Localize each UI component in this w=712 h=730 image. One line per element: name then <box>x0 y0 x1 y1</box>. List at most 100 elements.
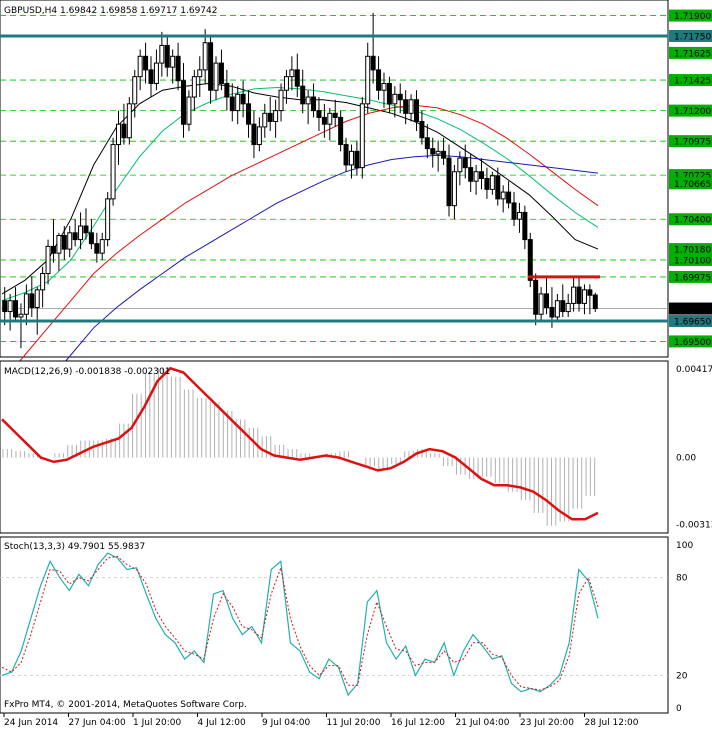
moving-average-line <box>1 82 599 295</box>
candle-body <box>533 279 539 315</box>
candle-body <box>376 69 382 91</box>
time-tick-label: 1 Jul 20:00 <box>133 718 182 728</box>
candle-body <box>581 289 587 304</box>
candle-body <box>413 99 419 122</box>
candle-body <box>451 171 457 207</box>
candle-body <box>224 82 230 98</box>
candle-body <box>403 99 409 114</box>
candle-body <box>473 171 479 182</box>
candle-body <box>83 225 89 234</box>
stochastic-panel-frame <box>0 536 669 714</box>
candle-body <box>61 235 67 250</box>
time-tick-label: 4 Jul 12:00 <box>198 718 247 728</box>
price-tag <box>669 335 712 348</box>
stochastic-tick-label: 100 <box>676 541 693 551</box>
candle-body <box>408 99 414 114</box>
candle-body <box>538 293 544 315</box>
price-tag <box>669 243 712 256</box>
candle-body <box>164 44 170 68</box>
candle-body <box>479 171 485 179</box>
stochastic-main-line <box>1 552 599 697</box>
price-tick-label: 1.71625 <box>674 49 711 59</box>
candle-body <box>191 76 197 98</box>
candle-body <box>462 157 468 169</box>
stochastic-panel[interactable]: 100 80 20 0 Stoch(13,3,3) 49.7901 55.9837 F… <box>0 536 693 714</box>
price-tag-label: 1.69742 <box>674 305 711 315</box>
candle-body <box>115 123 121 146</box>
candle-body <box>186 96 192 125</box>
candle-body <box>500 191 506 200</box>
time-tick-label: 9 Jul 04:00 <box>262 718 311 728</box>
candle-body <box>229 96 235 112</box>
candle-body <box>132 76 138 105</box>
candle-body <box>246 103 252 125</box>
candle-body <box>484 178 490 190</box>
candle-body <box>13 300 19 318</box>
macd-axis: 0.004175 0.00 -0.003138 <box>676 365 712 531</box>
candle-body <box>2 300 8 313</box>
candle-body <box>571 286 577 304</box>
candle-body <box>381 82 387 91</box>
candle-body <box>283 76 289 91</box>
macd-label: MACD(12,26,9) -0.001838 -0.002301 <box>4 367 170 377</box>
candle-body <box>56 235 62 254</box>
candle-body <box>516 211 522 220</box>
stochastic-label: Stoch(13,3,3) 49.7901 55.9837 <box>4 542 145 552</box>
candle-body <box>110 144 116 200</box>
candle-body <box>289 69 295 78</box>
candle-body <box>441 150 447 159</box>
candle-body <box>105 198 111 241</box>
chart-header: GBPUSD,H4 1.69842 1.69858 1.69717 1.6974… <box>4 6 217 16</box>
candle-body <box>527 239 533 281</box>
price-tag <box>669 270 712 283</box>
candle-body <box>565 302 571 313</box>
price-tag <box>669 104 712 117</box>
candle-body <box>153 62 159 84</box>
copyright: FxPro MT4, © 2001-2014, MetaQuotes Softw… <box>4 700 247 710</box>
candle-body <box>121 123 127 139</box>
price-tick-label: 1.70665 <box>674 180 711 190</box>
stochastic-signal-line <box>1 555 599 691</box>
macd-tick-label: 0.00 <box>676 454 696 464</box>
candle-body <box>300 85 306 105</box>
candle-body <box>181 80 187 125</box>
stochastic-tick-label: 0 <box>676 704 682 714</box>
candle-body <box>554 300 560 318</box>
candle-body <box>159 44 165 64</box>
candle-body <box>305 96 311 105</box>
price-tag <box>669 302 712 315</box>
price-tick-label: 1.71200 <box>674 107 711 117</box>
price-panel[interactable]: 1.71900 1.71750 1.71625 1.71425 1.71200 1.709… <box>0 0 712 437</box>
candle-body <box>197 69 203 78</box>
candle-body <box>511 202 517 220</box>
candle-body <box>40 273 46 291</box>
candle-body <box>370 55 376 71</box>
price-tag <box>669 46 712 59</box>
candle-body <box>397 93 403 101</box>
candle-body <box>208 42 214 91</box>
candle-body <box>267 112 273 122</box>
candle-body <box>365 55 371 105</box>
price-tag <box>669 177 712 190</box>
candle-body <box>148 69 154 84</box>
price-tick-label: 1.70975 <box>674 138 711 148</box>
time-tick-label: 16 Jul 12:00 <box>391 718 445 728</box>
candles <box>2 12 598 349</box>
macd-tick-label: 0.004175 <box>676 365 712 375</box>
candle-body <box>29 293 35 308</box>
time-tick-label: 23 Jul 20:00 <box>520 718 574 728</box>
macd-panel[interactable]: 0.004175 0.00 -0.003138 MACD(12,26,9) -0.0… <box>0 360 712 534</box>
candle-body <box>72 232 78 241</box>
stochastic-lines <box>1 552 599 697</box>
price-tag-label: 1.71750 <box>674 32 711 42</box>
price-tag <box>669 135 712 148</box>
candle-body <box>343 144 349 166</box>
candle-body <box>506 191 512 204</box>
candle-body <box>45 245 51 275</box>
candle-body <box>251 123 257 146</box>
candle-body <box>34 289 40 308</box>
candle-body <box>392 93 398 105</box>
time-tick-label: 27 Jun 04:00 <box>69 718 126 728</box>
candle-body <box>137 55 143 78</box>
